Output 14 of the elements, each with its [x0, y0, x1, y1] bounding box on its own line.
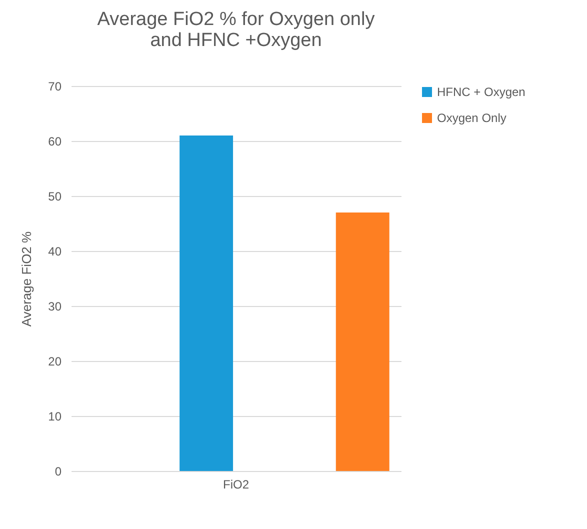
y-axis-title: Average FiO2 % [19, 230, 34, 327]
legend-label: Oxygen Only [437, 111, 506, 125]
x-tick-label: FiO2 [222, 478, 250, 492]
y-tick-label: 30 [48, 300, 62, 314]
text: Average FiO2 % for Oxygen only [97, 9, 375, 30]
y-tick-label: 60 [48, 134, 62, 148]
text: and HFNC +Oxygen [150, 30, 322, 51]
y-tick-label: 10 [48, 410, 62, 424]
y-tick-label: 50 [48, 190, 62, 204]
y-tick-label: 20 [48, 354, 62, 368]
y-tick-label: 70 [48, 80, 62, 94]
y-tick-label: 40 [48, 244, 62, 258]
y-tick-label: 0 [54, 464, 62, 478]
legend-label: HFNC + Oxygen [437, 85, 526, 99]
